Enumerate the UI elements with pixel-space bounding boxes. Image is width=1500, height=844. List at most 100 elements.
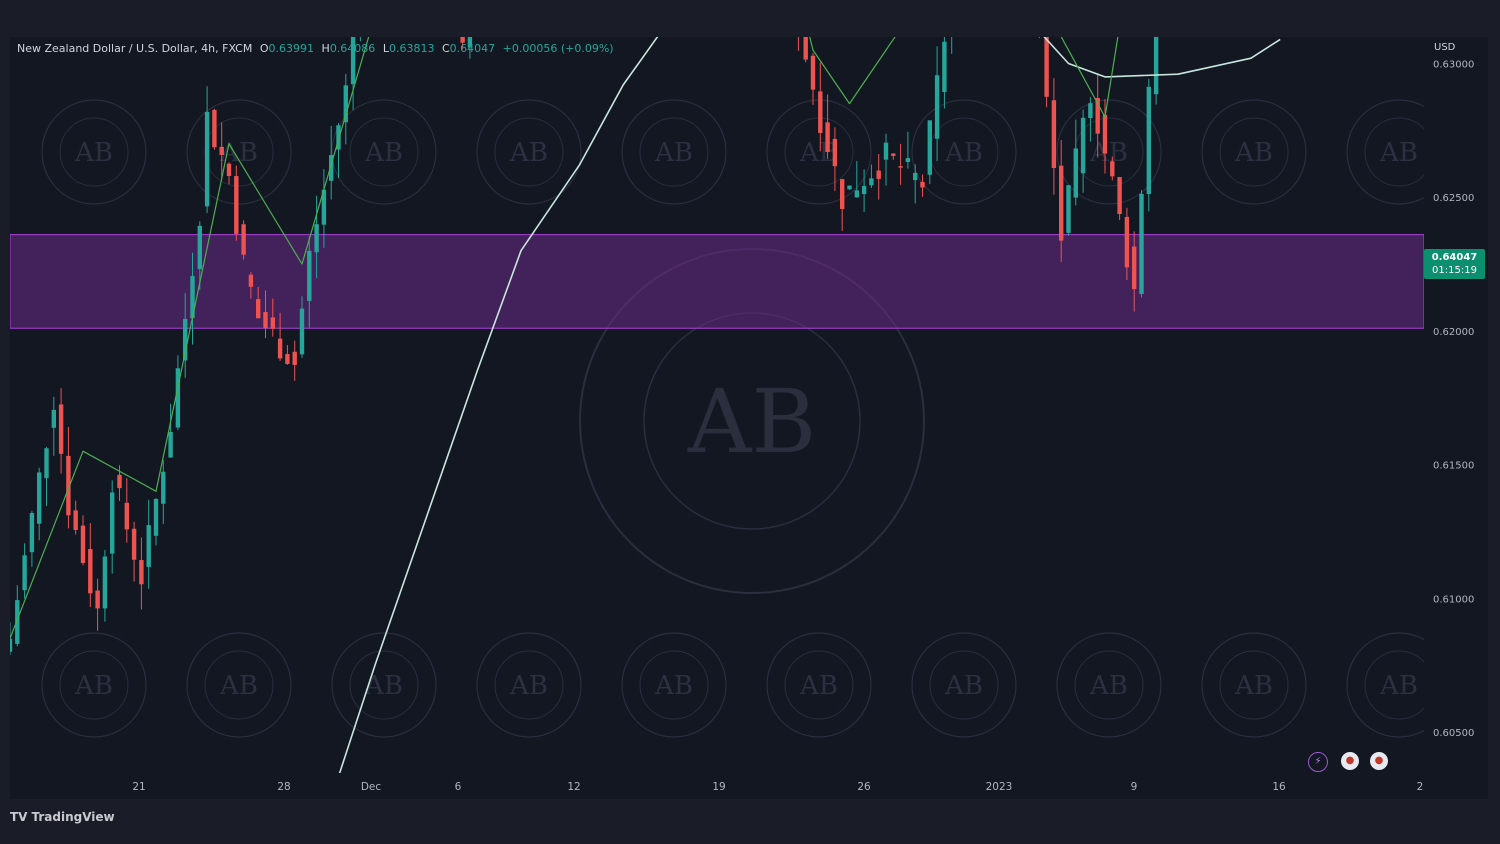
watermark-seal — [1056, 99, 1162, 205]
candle — [460, 37, 465, 50]
candle — [526, 0, 530, 1]
candle-body — [832, 138, 838, 167]
watermark-big-text: AB — [687, 370, 816, 473]
candle — [66, 426, 71, 529]
candles — [10, 0, 1159, 656]
candle — [832, 127, 838, 191]
candle-body — [1146, 86, 1151, 195]
watermark-seal — [476, 99, 582, 205]
us-flag-event-icon-2[interactable]: ● — [1370, 752, 1388, 770]
candle — [519, 0, 523, 31]
candle-body — [204, 111, 210, 207]
candle — [292, 340, 297, 381]
time-axis-panel — [10, 773, 1488, 799]
tradingview-mark-icon: TV — [10, 810, 28, 824]
candle-body — [234, 176, 239, 234]
candle-body — [934, 75, 940, 139]
candle-body — [905, 158, 911, 162]
candle-body — [58, 404, 64, 454]
watermark-seal — [1346, 632, 1424, 738]
candle-body — [44, 448, 49, 479]
candle — [307, 236, 312, 328]
watermark-text: AB — [1379, 671, 1418, 701]
candle — [22, 543, 27, 599]
candle — [1117, 176, 1122, 221]
candle-body — [124, 502, 129, 530]
watermark-text: AB — [1089, 138, 1128, 168]
watermark-seal — [476, 632, 582, 738]
candle-body — [861, 185, 867, 195]
candle-body — [920, 181, 925, 188]
candle — [475, 0, 479, 10]
candle — [146, 499, 151, 589]
watermark-text: AB — [509, 671, 548, 701]
watermark-seal-inner — [59, 117, 129, 187]
candle — [73, 500, 78, 535]
candle — [51, 396, 56, 456]
candle — [10, 622, 13, 656]
watermark-text: AB — [1089, 671, 1128, 701]
candle — [467, 37, 473, 59]
candle-body — [336, 125, 341, 150]
x-tick-label: 2023 — [986, 781, 1013, 793]
watermark-text: AB — [509, 138, 548, 168]
watermark-seal — [1201, 632, 1307, 738]
candle-body — [29, 513, 35, 553]
candle — [168, 403, 173, 458]
candle — [343, 73, 348, 145]
candle-body — [927, 120, 932, 175]
watermark-text: AB — [1234, 138, 1273, 168]
low-label: L — [382, 42, 389, 55]
candle — [1095, 73, 1100, 158]
candle-body — [1095, 98, 1100, 134]
candle-body — [117, 474, 122, 489]
us-flag-event-icon[interactable]: ● — [1341, 752, 1359, 770]
candle — [95, 578, 100, 631]
y-tick-label: 0.61000 — [1433, 594, 1474, 605]
candle-body — [1102, 114, 1108, 154]
candle-body — [139, 560, 144, 585]
tradingview-logo[interactable]: TV TradingView — [10, 810, 115, 824]
candle — [942, 37, 947, 109]
candle — [1139, 190, 1144, 298]
candle — [350, 37, 356, 111]
candle-body — [80, 525, 86, 563]
candle-body — [876, 170, 881, 179]
candle-body — [51, 409, 56, 428]
plot-area — [10, 37, 1424, 773]
watermark-seal — [331, 99, 437, 205]
candle — [1153, 37, 1159, 105]
close-value: 0.64047 — [449, 42, 496, 55]
candle-body — [329, 155, 334, 181]
watermark-seal-inner — [1219, 650, 1289, 720]
candle — [891, 153, 896, 160]
x-tick-label: 9 — [1131, 781, 1138, 793]
candle-body — [475, 0, 479, 7]
candle — [810, 53, 816, 105]
candle — [803, 37, 808, 63]
candle-body — [131, 528, 137, 560]
candle — [861, 169, 867, 212]
candle — [190, 252, 195, 345]
x-tick-label: 28 — [277, 781, 290, 793]
candle-body — [818, 91, 823, 133]
watermark-text: AB — [1234, 671, 1273, 701]
candle-body — [1044, 37, 1049, 97]
candle — [29, 510, 35, 567]
candle-body — [175, 368, 181, 428]
candle — [212, 108, 217, 150]
candle-body — [350, 37, 356, 85]
watermark-seal-inner — [639, 650, 709, 720]
lightning-icon[interactable]: ⚡ — [1308, 752, 1328, 772]
candle — [869, 164, 874, 189]
candle — [277, 312, 283, 361]
candle — [905, 131, 911, 169]
sr-zone-3 — [10, 234, 1424, 329]
y-tick-label: 0.63000 — [1433, 60, 1474, 71]
candle — [709, 0, 713, 34]
symbol-header: New Zealand Dollar / U.S. Dollar, 4h, FX… — [17, 42, 614, 55]
candle — [248, 272, 254, 299]
candle — [1088, 96, 1093, 142]
watermark-seal-inner — [639, 117, 709, 187]
